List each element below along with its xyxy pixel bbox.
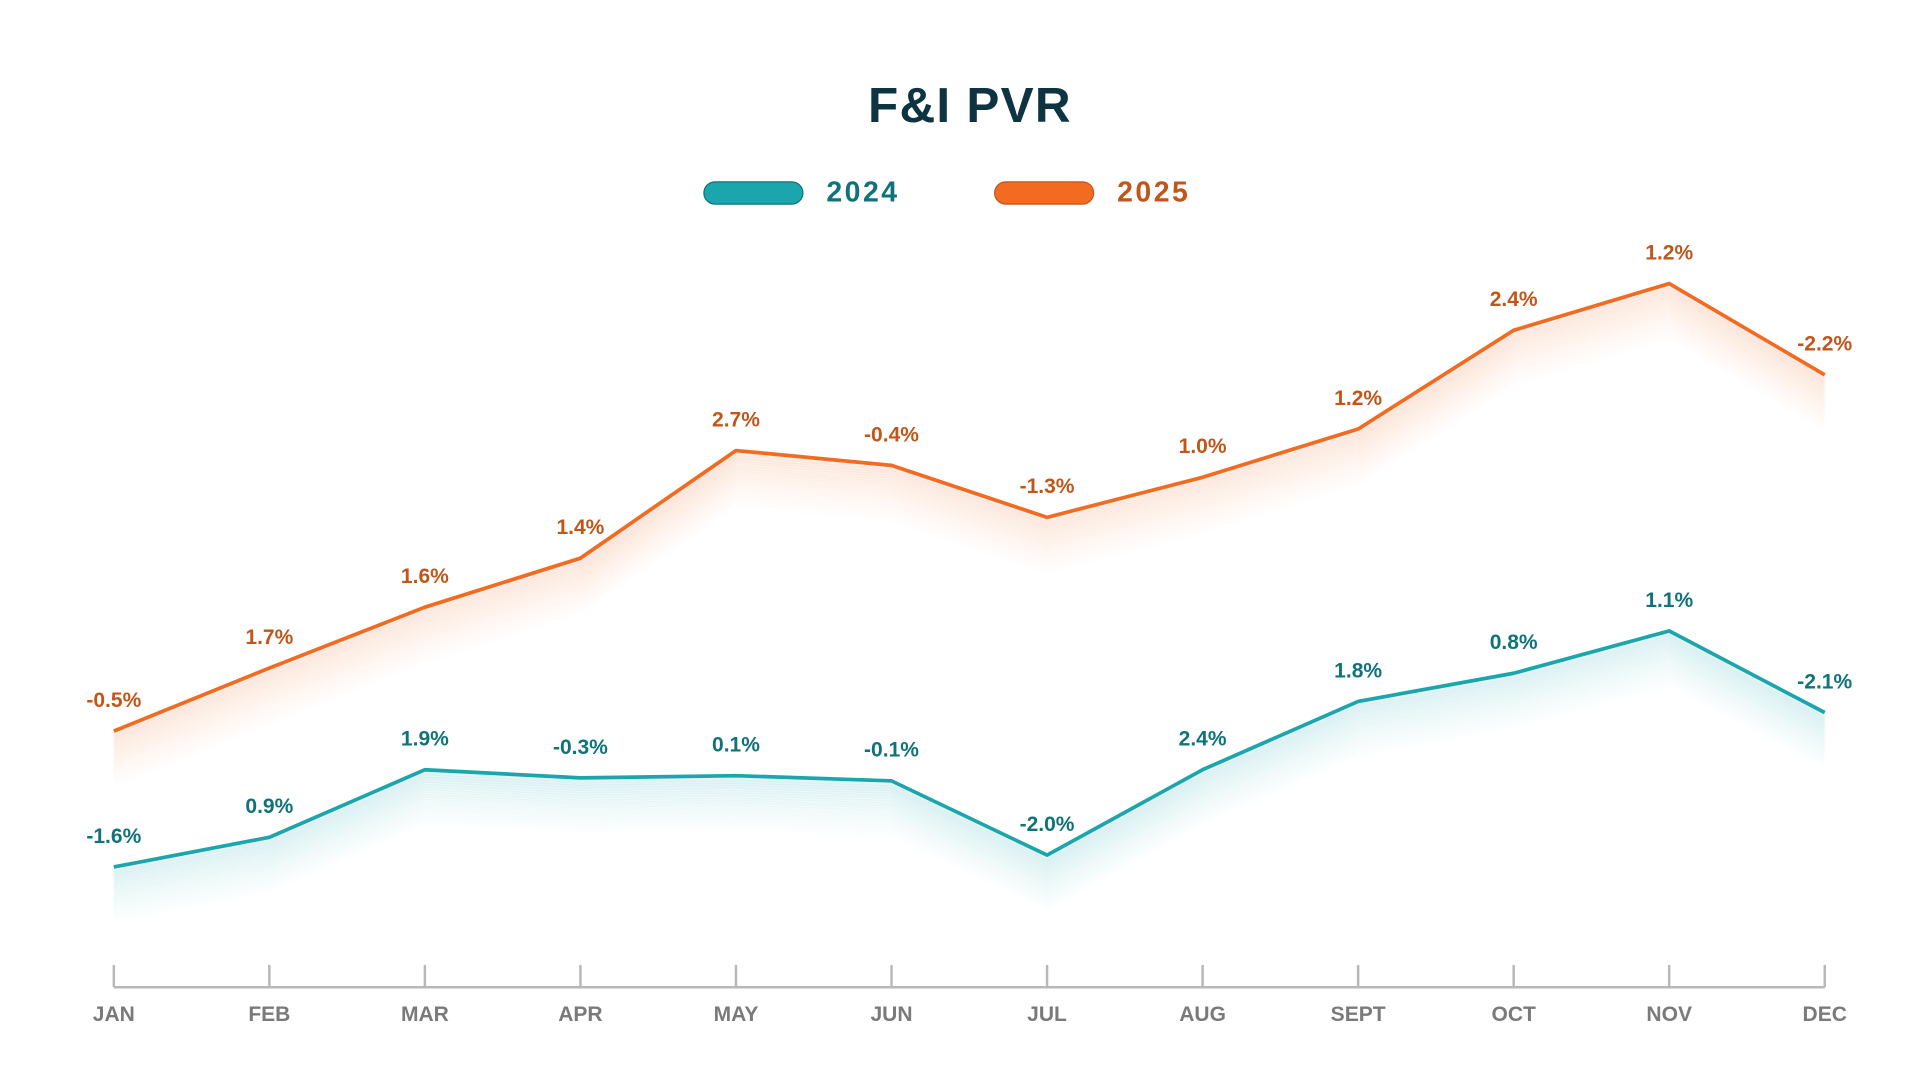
data-label: 1.1% [1645, 589, 1693, 612]
x-tick-label: OCT [1491, 1003, 1536, 1026]
data-label: 1.0% [1179, 435, 1227, 458]
data-label: -0.5% [86, 689, 141, 712]
legend-label: 2024 [826, 177, 899, 209]
line-shade [113, 637, 1827, 880]
legend-swatch [994, 181, 1095, 205]
legend-label: 2025 [1117, 177, 1190, 209]
data-label: -2.2% [1797, 333, 1852, 356]
data-label: 1.2% [1645, 241, 1693, 264]
data-label: 1.4% [556, 516, 604, 539]
data-label: 1.9% [401, 728, 449, 751]
data-label: 0.1% [712, 734, 760, 757]
chart-title: F&I PVR [868, 78, 1072, 133]
line-shade [113, 635, 1827, 878]
x-tick-label: JUL [1027, 1003, 1067, 1026]
line-shade [112, 282, 1827, 737]
line-shade [112, 287, 1827, 742]
line-shade [113, 642, 1827, 885]
line [113, 281, 1826, 733]
data-label: 0.9% [245, 795, 293, 818]
x-tick-label: AUG [1179, 1003, 1226, 1026]
x-tick-label: MAY [714, 1003, 759, 1026]
line-shade [113, 630, 1827, 873]
data-label: -2.1% [1797, 670, 1852, 693]
line-shade [113, 632, 1827, 875]
x-tick-label: DEC [1803, 1003, 1847, 1026]
data-label: -1.6% [86, 825, 141, 848]
data-label: 1.2% [1334, 387, 1382, 410]
x-tick-label: JUN [870, 1003, 912, 1026]
data-label: -2.0% [1020, 813, 1075, 836]
line [113, 629, 1826, 869]
line-shade [114, 338, 1825, 786]
data-label: 2.4% [1490, 288, 1538, 311]
data-label: -0.1% [864, 739, 919, 762]
line-shade [113, 644, 1827, 888]
data-label: 2.7% [712, 408, 760, 431]
x-tick-label: NOV [1646, 1003, 1692, 1026]
x-tick-label: JAN [93, 1003, 135, 1026]
legend-swatch [703, 181, 804, 205]
x-tick-label: MAR [401, 1003, 449, 1026]
data-label: 1.8% [1334, 659, 1382, 682]
line-shade [112, 295, 1827, 749]
line-shade [112, 292, 1827, 747]
line-shade [112, 290, 1827, 744]
x-tick-label: FEB [248, 1003, 290, 1026]
data-label: 2.4% [1179, 728, 1227, 751]
data-label: 1.6% [401, 565, 449, 588]
series-1: -0.5% 1.7% 1.6% 1.4% 2.7% -0.4% -1.3% 1.0% 1.2% 2… [86, 241, 1853, 786]
line-shade [112, 297, 1827, 752]
data-label: 1.7% [245, 626, 293, 649]
line-shade [112, 285, 1827, 739]
line-shade [113, 639, 1827, 883]
data-label: 0.8% [1490, 631, 1538, 654]
data-label: -0.4% [864, 423, 919, 446]
x-tick-label: APR [558, 1003, 602, 1026]
data-label: -1.3% [1020, 475, 1075, 498]
series-0: -1.6% 0.9% 1.9% -0.3% 0.1% -0.1% -2.0% 2.4% 1.8%… [86, 589, 1853, 888]
x-tick-label: SEPT [1331, 1003, 1386, 1026]
data-label: -0.3% [553, 736, 608, 759]
